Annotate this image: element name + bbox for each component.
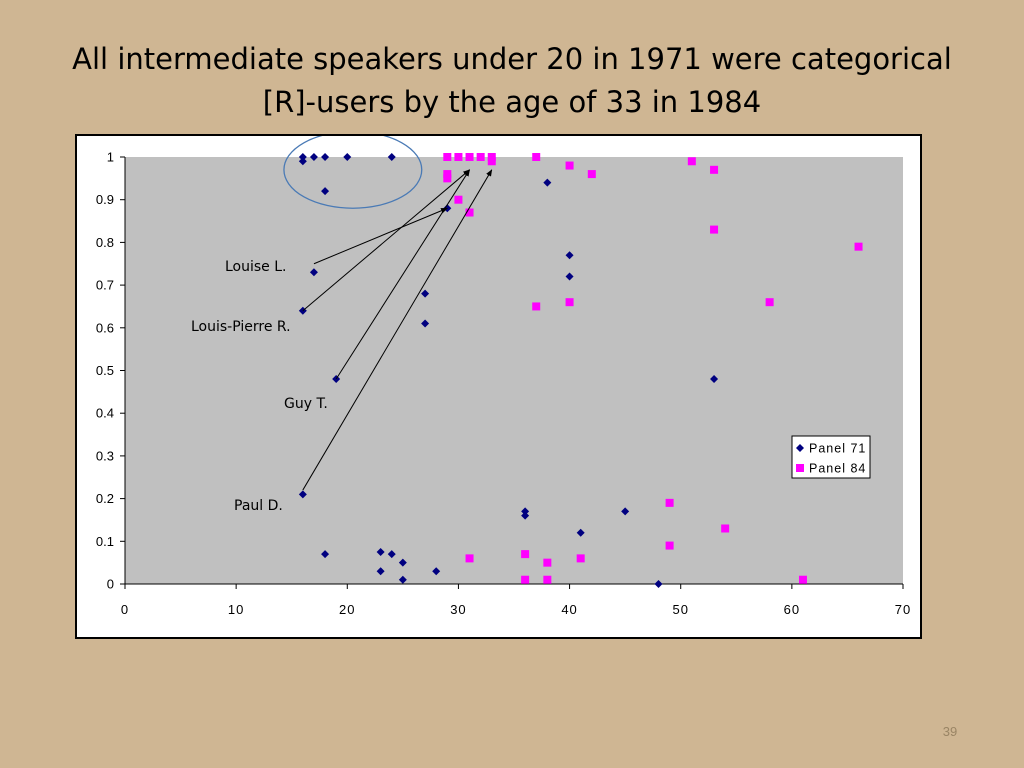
annotation-arrow <box>313 207 448 265</box>
slide-number: 39 <box>942 724 958 739</box>
panel-71-point <box>309 268 318 277</box>
annotation-label: Paul D. <box>234 498 283 514</box>
x-tick-label: 40 <box>561 602 577 617</box>
y-tick-label: 0.2 <box>96 491 114 506</box>
panel-71-point <box>376 567 385 576</box>
panel-84-point <box>465 153 474 161</box>
panel-84-point <box>798 575 807 584</box>
x-tick-label: 70 <box>895 602 911 617</box>
panel-71-point <box>421 319 430 328</box>
slide-title: All intermediate speakers under 20 in 19… <box>40 38 984 124</box>
panel-71-point <box>387 153 396 161</box>
panel-71-point <box>521 507 530 516</box>
panel-84-point <box>443 170 452 179</box>
panel-71-point <box>321 550 330 559</box>
panel-71-point <box>565 272 574 281</box>
panel-84-point <box>532 153 541 161</box>
x-tick-label: 30 <box>450 602 466 617</box>
y-tick-label: 0.7 <box>96 278 114 293</box>
y-tick-label: 0.6 <box>96 320 114 335</box>
y-tick-label: 1 <box>107 150 114 165</box>
panel-71-point <box>654 580 663 588</box>
panel-71-point <box>565 251 574 260</box>
panel-84-point <box>543 575 552 584</box>
panel-84-point <box>710 225 719 234</box>
x-tick-label: 20 <box>339 602 355 617</box>
panel-71-point <box>421 289 430 298</box>
panel-84-point <box>565 161 574 170</box>
panel-84-point <box>443 153 452 161</box>
panel-71-point <box>309 153 318 161</box>
panel-71-point <box>432 567 441 576</box>
slide-title-line-2: [R]-users by the age of 33 in 1984 <box>262 85 762 119</box>
highlight-ellipse <box>283 136 423 209</box>
annotation-label: Guy T. <box>284 396 328 412</box>
slide-title-line-1: All intermediate speakers under 20 in 19… <box>72 42 952 76</box>
y-tick-label: 0.9 <box>96 192 114 207</box>
annotation-arrow <box>302 169 493 491</box>
panel-71-point <box>376 547 385 556</box>
y-tick-label: 0.3 <box>96 448 114 463</box>
panel-71-point <box>543 178 552 187</box>
panel-71-point <box>710 375 719 384</box>
panel-84-point <box>532 302 541 311</box>
y-tick-label: 0.1 <box>96 534 114 549</box>
panel-84-point <box>665 498 674 507</box>
legend-label: Panel 71 <box>809 442 866 456</box>
panel-84-point <box>576 554 585 563</box>
annotation-arrow <box>335 169 470 380</box>
scatter-chart: 00.10.20.30.40.50.60.70.80.910 10 20 30 40 50… <box>96 136 911 617</box>
panel-84-point <box>476 153 485 161</box>
panel-71-point <box>398 558 407 567</box>
panel-71-point <box>343 153 352 161</box>
legend-box <box>791 435 871 479</box>
y-tick-label: 0 <box>107 577 114 592</box>
panel-84-point <box>487 157 496 166</box>
y-tick-label: 0.8 <box>96 235 114 250</box>
legend-label: Panel 84 <box>809 462 866 476</box>
panel-84-point <box>443 174 452 183</box>
x-tick-label: 0 <box>121 602 129 617</box>
panel-84-point <box>454 153 463 161</box>
panel-84-point <box>687 157 696 166</box>
panel-84-point <box>665 541 674 550</box>
panel-71-point <box>398 575 407 584</box>
panel-84-point <box>454 195 463 204</box>
legend-marker-panel-71 <box>796 444 804 452</box>
x-tick-label: 50 <box>672 602 688 617</box>
panel-84-point <box>765 298 774 307</box>
panel-84-point <box>465 208 474 217</box>
annotation-arrow <box>302 169 471 312</box>
panel-84-point <box>543 558 552 567</box>
panel-71-point <box>576 528 585 537</box>
panel-84-point <box>487 153 496 161</box>
panel-71-point <box>321 153 330 161</box>
y-tick-label: 0.5 <box>96 363 114 378</box>
panel-71-point <box>298 157 307 166</box>
x-tick-label: 10 <box>228 602 244 617</box>
panel-84-point <box>565 298 574 307</box>
panel-71-point <box>298 153 307 161</box>
panel-84-point <box>587 170 596 179</box>
legend-marker-panel-84 <box>796 464 804 472</box>
chart-frame: 0 0.1 0.2 0.3 0.4 0.5 0.6 0.7 0.8 0.9 1 0 10 20 30 40 50… <box>75 134 922 639</box>
y-tick-label: 0.4 <box>96 406 114 421</box>
panel-84-point <box>854 242 863 251</box>
panel-84-point <box>465 554 474 563</box>
panel-71-point <box>521 511 530 520</box>
annotation-label: Louise L. <box>225 259 287 275</box>
panel-71-point <box>621 507 630 516</box>
panel-84-point <box>521 550 530 559</box>
plot-area <box>125 157 903 584</box>
panel-71-point <box>387 550 396 559</box>
panel-84-point <box>721 524 730 533</box>
panel-71-point <box>321 187 330 196</box>
x-tick-label: 60 <box>784 602 800 617</box>
annotation-label: Louis-Pierre R. <box>191 319 291 335</box>
panel-84-point <box>710 165 719 174</box>
panel-71-point <box>298 490 307 499</box>
panel-84-point <box>521 575 530 584</box>
